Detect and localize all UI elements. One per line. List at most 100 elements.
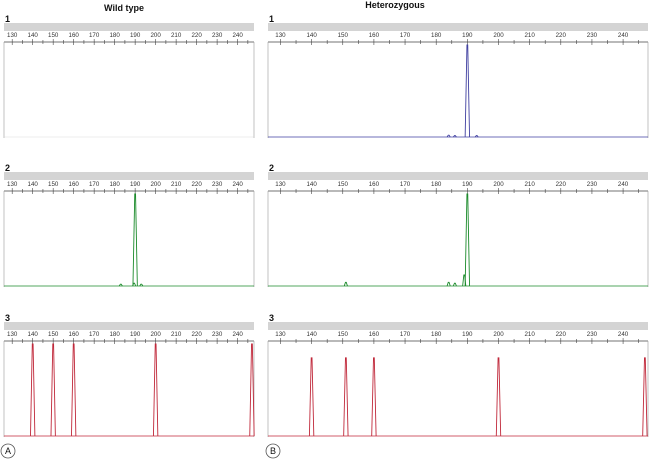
row-label: 2 xyxy=(5,163,10,173)
x-tick-label: 240 xyxy=(618,32,629,39)
trace-peak xyxy=(371,357,377,437)
x-tick-label: 170 xyxy=(89,181,100,188)
x-tick-label: 230 xyxy=(587,32,598,39)
panel-label-b-badge: B xyxy=(265,443,281,459)
header-bar xyxy=(4,23,254,31)
x-tick-label: 180 xyxy=(431,331,442,338)
x-tick-label: 220 xyxy=(191,331,202,338)
x-tick-label: 200 xyxy=(150,32,161,39)
x-tick-label: 190 xyxy=(130,181,141,188)
x-tick-label: 220 xyxy=(191,32,202,39)
row-label: 3 xyxy=(269,313,274,323)
x-tick-label: 170 xyxy=(89,331,100,338)
header-bar xyxy=(268,172,648,180)
panel-wild-type-row-2: 2 130 140 150 160 170 180 190 200 210 220 230 240 xyxy=(3,163,255,287)
trace-peak xyxy=(132,193,138,287)
row-label: 3 xyxy=(5,313,10,323)
x-tick-label: 180 xyxy=(109,331,120,338)
x-tick-label: 190 xyxy=(130,32,141,39)
x-tick-label: 140 xyxy=(28,32,39,39)
x-tick-label: 180 xyxy=(109,32,120,39)
x-tick-label: 200 xyxy=(493,32,504,39)
trace-peak xyxy=(452,135,457,138)
x-tick-label: 200 xyxy=(493,331,504,338)
x-tick-label: 190 xyxy=(462,331,473,338)
x-tick-label: 150 xyxy=(48,331,59,338)
trace-peak xyxy=(249,343,255,437)
panel-heterozygous-row-2: 2 130 140 150 160 170 180 190 200 210 220 230 240 xyxy=(267,163,649,287)
trace-peak xyxy=(50,343,56,437)
x-tick-label: 160 xyxy=(69,181,80,188)
x-tick-label: 160 xyxy=(369,32,380,39)
x-tick-label: 240 xyxy=(232,331,243,338)
panel-wild-type-row-1: 1 130 140 150 160 170 180 190 200 210 220 230 240 xyxy=(3,14,255,138)
panel-label-b: B xyxy=(270,446,276,456)
x-tick-label: 210 xyxy=(524,331,535,338)
x-tick-label: 220 xyxy=(556,331,567,338)
trace-peak xyxy=(308,357,315,437)
x-tick-label: 140 xyxy=(306,181,317,188)
trace-peak xyxy=(446,134,451,138)
trace-peak xyxy=(30,343,36,437)
x-tick-label: 130 xyxy=(7,331,18,338)
x-tick-label: 230 xyxy=(212,181,223,188)
x-tick-label: 240 xyxy=(618,181,629,188)
column-title-heterozygous: Heterozygous xyxy=(365,0,425,10)
x-tick-label: 150 xyxy=(338,331,349,338)
x-tick-label: 230 xyxy=(212,331,223,338)
x-tick-label: 130 xyxy=(275,181,286,188)
panel-heterozygous-row-1: 1 130 140 150 160 170 180 190 200 210 220 230 240 xyxy=(267,14,649,138)
panel-wild-type-row-3: 3 130 140 150 160 170 180 190 200 210 220 230 240 xyxy=(3,313,255,437)
trace-peak xyxy=(642,357,648,437)
trace-peak xyxy=(446,281,451,287)
trace-peak xyxy=(118,283,123,287)
x-tick-label: 220 xyxy=(556,32,567,39)
x-tick-label: 240 xyxy=(618,331,629,338)
x-tick-label: 190 xyxy=(130,331,141,338)
x-tick-label: 240 xyxy=(232,181,243,188)
x-tick-label: 180 xyxy=(431,32,442,39)
x-tick-label: 130 xyxy=(7,181,18,188)
x-tick-label: 130 xyxy=(275,331,286,338)
row-label: 2 xyxy=(269,163,274,173)
header-bar xyxy=(268,322,648,330)
x-tick-label: 220 xyxy=(191,181,202,188)
column-title-wild-type: Wild type xyxy=(104,3,144,13)
x-tick-label: 150 xyxy=(48,181,59,188)
trace-peak xyxy=(495,357,502,437)
x-tick-label: 140 xyxy=(28,181,39,188)
x-tick-label: 200 xyxy=(150,181,161,188)
trace-peak xyxy=(152,343,159,437)
x-tick-label: 160 xyxy=(69,32,80,39)
x-tick-label: 130 xyxy=(7,32,18,39)
trace-peak xyxy=(474,135,479,138)
x-tick-label: 230 xyxy=(587,181,598,188)
x-tick-label: 200 xyxy=(150,331,161,338)
x-tick-label: 170 xyxy=(400,331,411,338)
x-tick-label: 140 xyxy=(28,331,39,338)
trace-peak xyxy=(71,343,77,437)
row-label: 1 xyxy=(5,14,10,24)
x-tick-label: 230 xyxy=(212,32,223,39)
x-tick-label: 210 xyxy=(171,181,182,188)
x-tick-label: 150 xyxy=(338,32,349,39)
x-tick-label: 240 xyxy=(232,32,243,39)
row-label: 1 xyxy=(269,14,274,24)
x-tick-label: 170 xyxy=(400,181,411,188)
trace-peak xyxy=(139,283,144,287)
x-tick-label: 220 xyxy=(556,181,567,188)
x-tick-label: 210 xyxy=(524,181,535,188)
header-bar xyxy=(268,23,648,31)
x-tick-label: 140 xyxy=(306,331,317,338)
x-tick-label: 210 xyxy=(171,331,182,338)
x-tick-label: 160 xyxy=(369,181,380,188)
x-tick-label: 190 xyxy=(462,32,473,39)
x-tick-label: 190 xyxy=(462,181,473,188)
x-tick-label: 210 xyxy=(171,32,182,39)
x-tick-label: 230 xyxy=(587,331,598,338)
trace-peak xyxy=(464,193,470,287)
x-tick-label: 150 xyxy=(338,181,349,188)
x-tick-label: 170 xyxy=(400,32,411,39)
header-bar xyxy=(4,322,254,330)
